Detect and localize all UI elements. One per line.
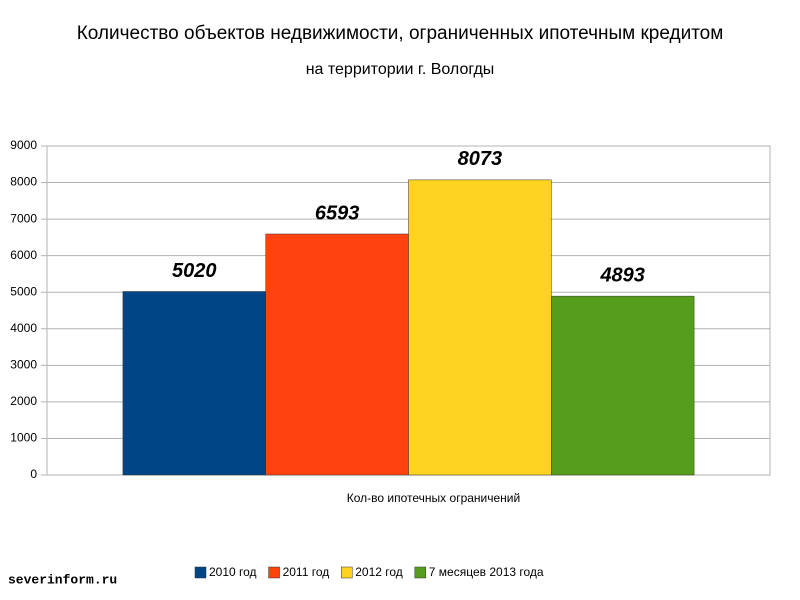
chart-title: Количество объектов недвижимости, ограни… [77, 23, 724, 44]
bar [122, 291, 266, 476]
legend-label: 7 месяцев 2013 года [429, 565, 544, 579]
y-tick-label: 3000 [10, 358, 37, 372]
y-tick-label: 8000 [10, 175, 37, 189]
y-tick-label: 1000 [10, 431, 37, 445]
y-tick-label: 6000 [10, 248, 37, 262]
legend-swatch [340, 566, 353, 579]
y-tick-label: 7000 [10, 211, 37, 225]
legend-swatch [268, 566, 280, 579]
y-tick-label: 4000 [10, 321, 37, 335]
bar [265, 233, 409, 476]
data-label: 6593 [315, 202, 360, 224]
data-label: 8073 [458, 148, 503, 170]
data-label: 4893 [599, 264, 645, 286]
legend-swatch [414, 566, 427, 579]
chart-subtitle: на территории г. Вологды [306, 61, 495, 78]
y-tick-label: 5000 [10, 284, 37, 298]
legend-label: 2010 год [209, 565, 257, 579]
bar [408, 179, 552, 476]
data-label: 5020 [172, 260, 217, 282]
y-tick-label: 2000 [10, 394, 37, 408]
y-tick-label: 9000 [10, 138, 37, 152]
legend-label: 2011 год [283, 565, 330, 579]
legend-label: 2012 год [355, 565, 403, 579]
x-tick-label: Кол-во ипотечных ограничений [347, 491, 520, 505]
legend-swatch [194, 566, 207, 579]
bar [551, 295, 695, 476]
y-tick-label: 0 [30, 467, 37, 481]
watermark: severinform.ru [8, 572, 117, 587]
